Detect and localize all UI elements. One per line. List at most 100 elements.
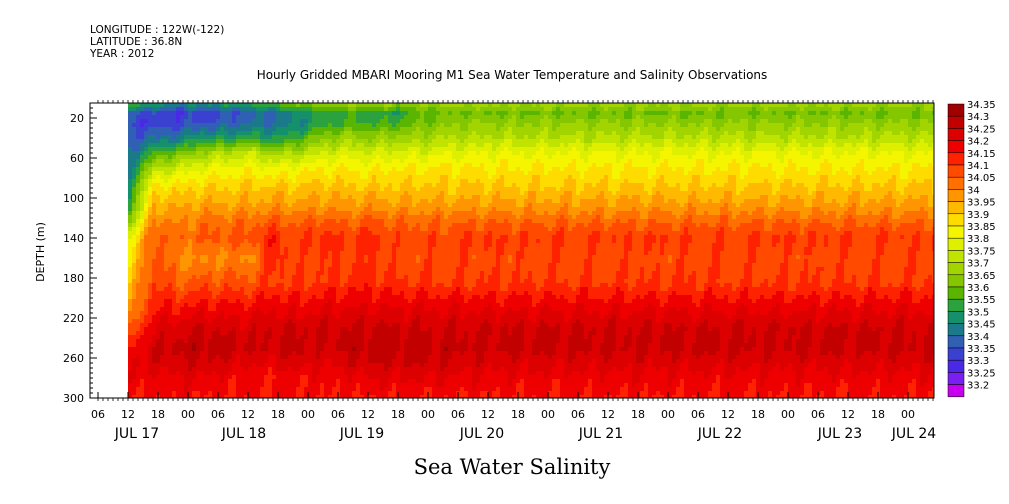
heatmap-cell [352,339,357,344]
heatmap-cell [308,167,313,172]
heatmap-cell [336,275,341,280]
heatmap-cell [300,379,305,384]
heatmap-cell [380,267,385,272]
heatmap-cell [168,259,173,264]
heatmap-cell [288,391,293,396]
heatmap-cell [312,127,317,132]
heatmap-cell [268,255,273,260]
heatmap-cell [144,155,149,160]
heatmap-cell [284,175,289,180]
heatmap-cell [232,275,237,280]
heatmap-cell [220,295,225,300]
heatmap-cell [184,219,189,224]
heatmap-cell [224,115,229,120]
heatmap-cell [372,195,377,200]
heatmap-cell [312,175,317,180]
heatmap-cell [316,235,321,240]
heatmap-cell [216,307,221,312]
heatmap-cell [172,111,177,116]
heatmap-cell [376,319,381,324]
heatmap-cell [332,235,337,240]
heatmap-cell [372,255,377,260]
heatmap-cell [264,195,269,200]
heatmap-cell [264,271,269,276]
heatmap-cell [224,343,229,348]
heatmap-cell [388,351,393,356]
heatmap-cell [136,151,141,156]
heatmap-cell [244,307,249,312]
heatmap-cell [276,259,281,264]
heatmap-cell [312,291,317,296]
heatmap-cell [356,371,361,376]
heatmap-cell [356,387,361,392]
heatmap-cell [236,255,241,260]
heatmap-cell [304,283,309,288]
heatmap-cell [372,163,377,168]
heatmap-cell [216,331,221,336]
heatmap-cell [132,315,137,320]
heatmap-cell [324,203,329,208]
heatmap-cell [356,335,361,340]
heatmap-cell [392,111,397,116]
heatmap-cell [184,319,189,324]
heatmap-cell [216,255,221,260]
heatmap-cell [140,283,145,288]
heatmap-cell [256,171,261,176]
heatmap-cell [232,299,237,304]
heatmap-cell [148,163,153,168]
heatmap-cell [220,327,225,332]
heatmap-cell [392,179,397,184]
heatmap-cell [388,115,393,120]
heatmap-cell [140,103,145,108]
heatmap-cell [348,263,353,268]
heatmap-cell [292,107,297,112]
heatmap-cell [352,135,357,140]
heatmap-cell [172,147,177,152]
heatmap-cell [252,287,257,292]
heatmap-cell [280,123,285,128]
heatmap-cell [156,327,161,332]
heatmap-cell [164,179,169,184]
heatmap-cell [292,303,297,308]
heatmap-cell [276,287,281,292]
heatmap-cell [232,207,237,212]
heatmap-cell [128,223,133,228]
heatmap-cell [232,387,237,392]
heatmap-cell [268,115,273,120]
heatmap-cell [316,135,321,140]
heatmap-cell [228,119,233,124]
heatmap-cell [184,131,189,136]
heatmap-cell [324,303,329,308]
heatmap-cell [224,227,229,232]
heatmap-cell [364,195,369,200]
heatmap-cell [340,119,345,124]
heatmap-cell [392,267,397,272]
heatmap-cell [240,383,245,388]
heatmap-cell [140,255,145,260]
heatmap-cell [372,179,377,184]
heatmap-cell [136,231,141,236]
heatmap-cell [152,307,157,312]
heatmap-cell [304,367,309,372]
heatmap-cell [308,375,313,380]
heatmap-cell [328,371,333,376]
heatmap-cell [184,135,189,140]
heatmap-cell [300,243,305,248]
heatmap-cell [384,231,389,236]
heatmap-cell [212,351,217,356]
heatmap-cell [364,315,369,320]
heatmap-cell [252,167,257,172]
heatmap-cell [344,295,349,300]
heatmap-cell [152,159,157,164]
heatmap-cell [340,155,345,160]
heatmap-cell [248,243,253,248]
heatmap-cell [272,339,277,344]
heatmap-cell [248,379,253,384]
heatmap-cell [228,263,233,268]
heatmap-cell [292,363,297,368]
heatmap-cell [276,271,281,276]
heatmap-cell [352,311,357,316]
heatmap-cell [188,199,193,204]
heatmap-cell [184,351,189,356]
heatmap-cell [344,123,349,128]
